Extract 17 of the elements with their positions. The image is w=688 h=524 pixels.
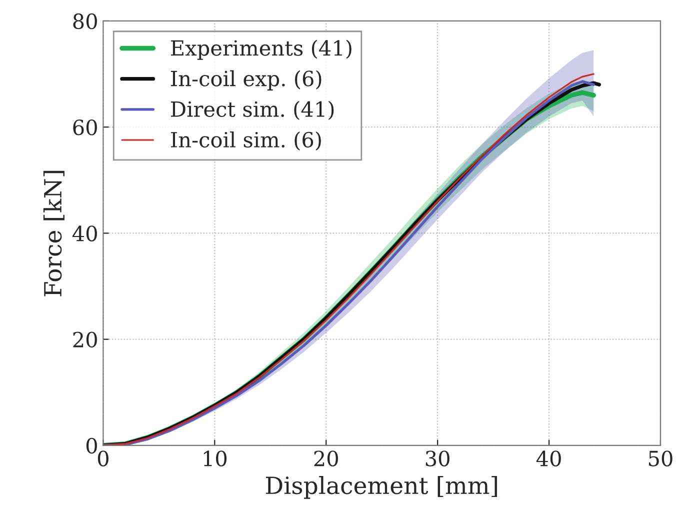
y-tick-label: 40 — [72, 226, 97, 242]
legend-label: Direct sim. (41) — [171, 100, 334, 120]
y-tick-label: 20 — [73, 332, 97, 348]
y-tick-label: 60 — [73, 120, 97, 136]
x-tick-label: 20 — [314, 450, 338, 466]
legend-label: In-coil sim. (6) — [171, 131, 321, 151]
x-tick-label: 50 — [648, 450, 672, 466]
y-tick-label: 0 — [86, 438, 97, 454]
x-tick-label: 40 — [536, 450, 561, 466]
legend-label: In-coil exp. (6) — [171, 70, 322, 90]
x-axis-title: Displacement [mm] — [266, 476, 497, 499]
legend-label: Experiments (41) — [171, 40, 352, 60]
x-tick-label: 10 — [204, 450, 227, 466]
y-axis-title: Force [kN] — [43, 170, 64, 296]
y-tick-label: 80 — [73, 13, 97, 30]
x-tick-label: 0 — [98, 450, 108, 466]
x-tick-label: 30 — [426, 450, 450, 466]
